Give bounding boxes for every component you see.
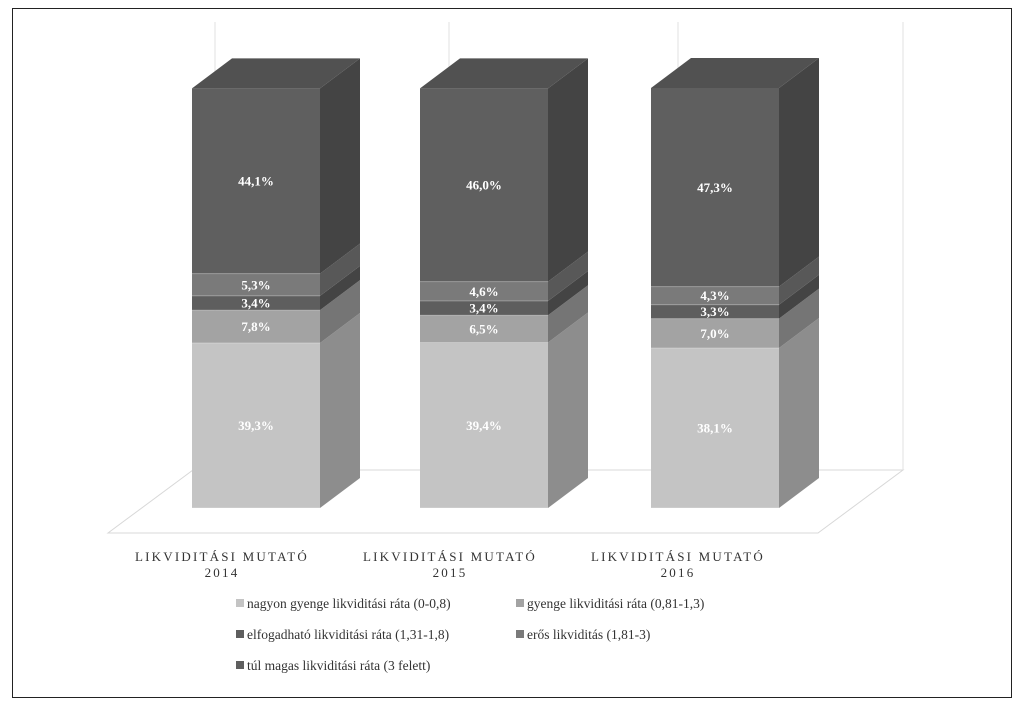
bar-segment-3-1 <box>651 317 819 509</box>
category-label: LIKVIDITÁSI MUTATÓ <box>135 549 309 564</box>
bar-segment-3-5 <box>651 58 819 288</box>
bar-front <box>420 342 548 508</box>
bar-side <box>320 265 360 311</box>
legend-item-2: gyenge likviditási ráta (0,81-1,3) <box>516 596 704 611</box>
legend-swatch <box>236 599 244 607</box>
bar-segment-3-4 <box>651 256 819 306</box>
bar-side <box>320 58 360 274</box>
bar-segment-3-2 <box>651 288 819 349</box>
data-label: 3,4% <box>469 301 498 316</box>
data-label: 6,5% <box>469 321 498 336</box>
legend: nagyon gyenge likviditási ráta (0-0,8) gy… <box>236 596 704 673</box>
data-labels-layer: 39,3% 7,8% 3,4% 5,3% 44,1% 39,4% 6,5% 3,4% 4,6% 4… <box>238 174 733 436</box>
data-label: 4,6% <box>469 284 498 299</box>
bar-top <box>192 58 360 89</box>
data-label: 5,3% <box>241 277 270 292</box>
bar-side <box>320 280 360 343</box>
legend-item-1: nagyon gyenge likviditási ráta (0-0,8) <box>236 596 451 611</box>
bar-front <box>651 347 779 508</box>
bar-segment-2-5 <box>420 58 588 283</box>
data-label: 38,1% <box>697 420 733 435</box>
bar-front <box>192 295 320 311</box>
bar-front <box>192 273 320 296</box>
bar-segment-1-3 <box>192 265 360 311</box>
data-label: 7,0% <box>700 326 729 341</box>
bar-side <box>548 270 588 316</box>
bar-side <box>548 285 588 343</box>
category-label: 2015 <box>433 565 468 580</box>
category-label: 2014 <box>205 565 240 580</box>
bar-side <box>320 312 360 508</box>
bar-front <box>192 88 320 274</box>
bar-segment-2-4 <box>420 251 588 302</box>
bar-front <box>420 281 548 301</box>
bar-top <box>651 58 819 88</box>
legend-swatch <box>516 599 524 607</box>
bar-front <box>420 315 548 343</box>
legend-item-3: elfogadható likviditási ráta (1,31-1,8) <box>236 627 449 642</box>
bar-top <box>420 58 588 89</box>
bar-front <box>651 286 779 305</box>
data-label: 47,3% <box>697 180 733 195</box>
legend-label: elfogadható likviditási ráta (1,31-1,8) <box>247 627 449 642</box>
category-label: LIKVIDITÁSI MUTATÓ <box>591 549 765 564</box>
data-label: 3,3% <box>700 304 729 319</box>
data-label: 39,3% <box>238 418 274 433</box>
legend-label: nagyon gyenge likviditási ráta (0-0,8) <box>247 596 451 611</box>
bar-segment-2-1 <box>420 312 588 509</box>
bar-side <box>779 288 819 348</box>
bar-front <box>651 318 779 348</box>
bar-segment-2-3 <box>420 270 588 316</box>
bar-front <box>420 88 548 282</box>
bar-side <box>779 256 819 305</box>
bar-segment-1-2 <box>192 280 360 344</box>
data-label: 4,3% <box>700 288 729 303</box>
bar-segment-1-5 <box>192 58 360 275</box>
bar-side <box>779 274 819 319</box>
legend-swatch <box>236 661 244 669</box>
bar-segment-3-3 <box>651 274 819 320</box>
data-label: 3,4% <box>241 296 270 311</box>
bars-layer <box>192 58 819 509</box>
bar-front <box>420 300 548 316</box>
category-label: 2016 <box>661 565 696 580</box>
category-label: LIKVIDITÁSI MUTATÓ <box>363 549 537 564</box>
bar-front <box>192 342 320 508</box>
legend-swatch <box>236 630 244 638</box>
bar-side <box>320 243 360 296</box>
bar-front <box>651 88 779 287</box>
bar-front <box>192 310 320 343</box>
legend-item-5: túl magas likviditási ráta (3 felett) <box>236 658 430 673</box>
bar-side <box>779 317 819 508</box>
bar-side <box>779 58 819 287</box>
bar-segment-1-4 <box>192 243 360 297</box>
legend-item-4: erős likviditás (1,81-3) <box>516 627 650 642</box>
legend-swatch <box>516 630 524 638</box>
data-label: 39,4% <box>466 418 502 433</box>
bar-segment-1-1 <box>192 312 360 509</box>
data-label: 7,8% <box>241 319 270 334</box>
data-label: 44,1% <box>238 174 274 189</box>
bar-front <box>651 304 779 319</box>
bar-side <box>548 312 588 508</box>
chart-frame <box>12 8 1012 698</box>
bar-side <box>548 58 588 282</box>
legend-label: erős likviditás (1,81-3) <box>527 627 650 642</box>
bar-side <box>548 251 588 301</box>
legend-label: gyenge likviditási ráta (0,81-1,3) <box>527 596 704 611</box>
legend-label: túl magas likviditási ráta (3 felett) <box>247 658 430 673</box>
bar-segment-2-2 <box>420 285 588 344</box>
data-label: 46,0% <box>466 178 502 193</box>
